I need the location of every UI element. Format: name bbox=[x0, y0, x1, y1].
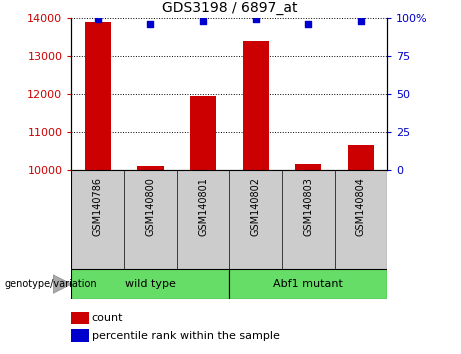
Bar bbox=[348, 145, 374, 170]
Point bbox=[357, 18, 365, 24]
Text: count: count bbox=[92, 313, 123, 322]
Bar bbox=[71, 269, 230, 299]
Text: genotype/variation: genotype/variation bbox=[5, 279, 97, 289]
Text: wild type: wild type bbox=[125, 279, 176, 289]
Point bbox=[199, 18, 207, 24]
Text: GSM140802: GSM140802 bbox=[251, 177, 260, 236]
Text: GSM140801: GSM140801 bbox=[198, 177, 208, 236]
Bar bbox=[229, 269, 387, 299]
Point bbox=[305, 21, 312, 27]
Text: Abf1 mutant: Abf1 mutant bbox=[273, 279, 343, 289]
Title: GDS3198 / 6897_at: GDS3198 / 6897_at bbox=[162, 1, 297, 15]
Point bbox=[147, 21, 154, 27]
Text: percentile rank within the sample: percentile rank within the sample bbox=[92, 331, 279, 341]
Polygon shape bbox=[53, 275, 71, 293]
Bar bbox=[137, 166, 164, 170]
Bar bbox=[242, 41, 269, 170]
Text: GSM140786: GSM140786 bbox=[93, 177, 103, 236]
Point bbox=[252, 16, 260, 22]
Bar bbox=[295, 164, 321, 170]
Point bbox=[94, 16, 101, 22]
Bar bbox=[71, 312, 89, 324]
Bar bbox=[190, 96, 216, 170]
Text: GSM140804: GSM140804 bbox=[356, 177, 366, 236]
Text: GSM140803: GSM140803 bbox=[303, 177, 313, 236]
Text: GSM140800: GSM140800 bbox=[145, 177, 155, 236]
Bar bbox=[85, 22, 111, 170]
Bar bbox=[71, 329, 89, 342]
